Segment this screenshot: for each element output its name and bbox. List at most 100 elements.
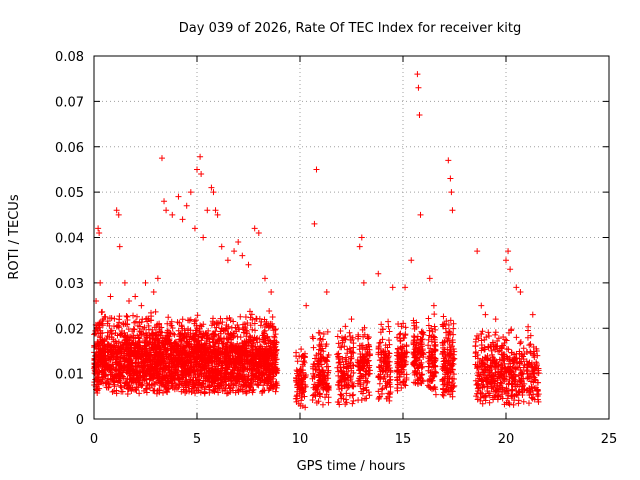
data-point	[187, 379, 194, 386]
data-point	[134, 371, 141, 378]
data-point	[519, 391, 526, 398]
data-point	[194, 166, 200, 173]
data-point	[229, 384, 236, 391]
data-point	[533, 345, 540, 352]
data-point	[479, 377, 486, 384]
data-point	[472, 361, 479, 368]
data-point	[125, 326, 132, 333]
data-point	[382, 360, 389, 367]
data-point	[505, 400, 512, 407]
data-point	[379, 367, 386, 374]
data-point	[147, 384, 154, 391]
data-point	[200, 361, 207, 368]
data-point	[512, 373, 519, 380]
data-point	[191, 225, 198, 232]
data-point	[444, 381, 451, 388]
data-point	[160, 364, 167, 371]
data-point	[476, 358, 483, 365]
data-point	[201, 352, 208, 359]
data-point	[237, 334, 244, 341]
data-point	[362, 371, 369, 378]
data-point	[127, 376, 134, 383]
data-point	[503, 353, 510, 360]
data-point	[221, 354, 228, 361]
data-point	[507, 266, 514, 273]
data-point	[228, 369, 235, 376]
data-point	[223, 322, 230, 329]
data-point	[414, 71, 421, 78]
data-point	[270, 352, 277, 359]
data-point	[344, 346, 351, 353]
data-point	[119, 373, 126, 380]
data-point	[397, 338, 404, 345]
data-point	[205, 335, 212, 342]
data-point	[198, 170, 205, 177]
data-point	[477, 394, 484, 401]
data-point	[125, 366, 132, 373]
data-point	[342, 336, 349, 343]
data-point	[231, 248, 238, 255]
data-point	[131, 326, 138, 333]
data-point	[107, 293, 114, 300]
data-point	[121, 279, 128, 286]
data-point	[211, 331, 218, 338]
data-point	[110, 336, 117, 343]
data-point	[193, 317, 200, 324]
data-point	[376, 394, 383, 401]
data-point	[395, 320, 402, 327]
data-point	[172, 369, 179, 376]
data-point	[425, 315, 432, 322]
data-point	[251, 334, 258, 341]
data-point	[184, 354, 191, 361]
data-point	[506, 373, 513, 380]
data-point	[143, 368, 150, 375]
data-point	[356, 375, 363, 382]
data-point	[479, 345, 486, 352]
data-point	[224, 257, 231, 264]
data-point	[105, 361, 112, 368]
data-point	[474, 396, 481, 403]
data-point	[257, 322, 264, 329]
data-point	[472, 353, 479, 360]
data-point	[192, 349, 199, 356]
data-point	[128, 346, 135, 353]
data-point	[118, 350, 125, 357]
data-point	[365, 370, 372, 377]
data-point	[222, 375, 229, 382]
data-point	[214, 337, 221, 344]
data-point	[266, 374, 273, 381]
data-point	[225, 382, 232, 389]
data-point	[176, 319, 183, 326]
data-point	[144, 318, 151, 325]
data-point	[112, 367, 119, 374]
data-point	[145, 359, 152, 366]
data-point	[358, 388, 365, 395]
data-point	[508, 381, 515, 388]
data-point	[109, 370, 116, 377]
data-point	[493, 363, 500, 370]
data-point	[319, 336, 326, 343]
data-point	[195, 387, 202, 394]
data-point	[338, 385, 345, 392]
data-point	[518, 378, 525, 385]
data-point	[92, 327, 99, 334]
data-point	[137, 363, 144, 370]
data-point	[356, 243, 363, 250]
data-point	[513, 284, 520, 291]
data-point	[401, 361, 408, 368]
data-point	[107, 328, 114, 335]
data-point	[245, 261, 252, 268]
data-point	[124, 390, 131, 397]
data-point	[123, 313, 130, 320]
data-point	[229, 343, 236, 350]
data-point	[476, 385, 483, 392]
data-point	[293, 393, 300, 400]
data-point	[233, 347, 240, 354]
data-points	[91, 71, 542, 411]
data-point	[150, 387, 157, 394]
data-point	[208, 322, 215, 329]
data-point	[123, 346, 130, 353]
data-point	[179, 348, 186, 355]
data-point	[508, 349, 515, 356]
data-point	[210, 347, 217, 354]
